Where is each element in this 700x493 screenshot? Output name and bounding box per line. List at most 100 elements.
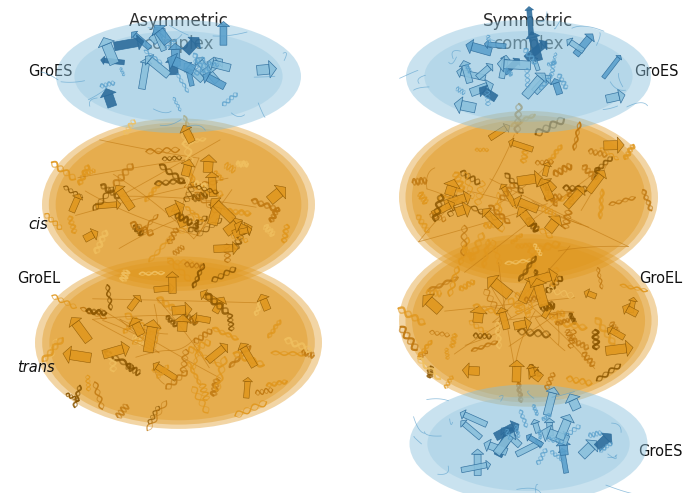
- Text: Asymmetric
complex: Asymmetric complex: [129, 12, 228, 53]
- Polygon shape: [256, 65, 270, 75]
- Polygon shape: [152, 29, 162, 35]
- Polygon shape: [460, 410, 466, 419]
- Polygon shape: [503, 427, 516, 436]
- Polygon shape: [536, 439, 542, 448]
- Polygon shape: [212, 300, 224, 314]
- Polygon shape: [207, 57, 214, 70]
- Polygon shape: [98, 37, 115, 48]
- Polygon shape: [474, 454, 481, 475]
- Polygon shape: [503, 124, 510, 132]
- Polygon shape: [606, 92, 620, 103]
- Polygon shape: [462, 65, 473, 84]
- Polygon shape: [482, 208, 491, 218]
- Polygon shape: [629, 301, 636, 313]
- Polygon shape: [232, 217, 242, 231]
- Polygon shape: [526, 32, 540, 39]
- Polygon shape: [625, 340, 633, 356]
- Polygon shape: [494, 423, 515, 441]
- Polygon shape: [177, 321, 188, 332]
- Polygon shape: [239, 227, 248, 235]
- Polygon shape: [550, 78, 561, 85]
- Polygon shape: [206, 74, 226, 90]
- Polygon shape: [247, 225, 252, 235]
- Polygon shape: [183, 129, 195, 143]
- Polygon shape: [622, 303, 630, 315]
- Polygon shape: [462, 422, 482, 440]
- Polygon shape: [144, 319, 161, 328]
- Polygon shape: [146, 55, 154, 65]
- Polygon shape: [528, 435, 544, 447]
- Polygon shape: [496, 308, 508, 314]
- Polygon shape: [63, 346, 71, 363]
- Polygon shape: [584, 34, 594, 42]
- Polygon shape: [209, 200, 225, 210]
- Polygon shape: [564, 189, 583, 210]
- Polygon shape: [113, 185, 125, 194]
- Polygon shape: [475, 65, 491, 80]
- Polygon shape: [584, 289, 589, 298]
- Polygon shape: [69, 350, 92, 363]
- Polygon shape: [587, 291, 597, 299]
- Polygon shape: [207, 206, 222, 226]
- Polygon shape: [497, 56, 504, 72]
- Ellipse shape: [42, 261, 315, 424]
- Polygon shape: [617, 137, 624, 153]
- Polygon shape: [543, 178, 552, 187]
- Polygon shape: [167, 53, 178, 69]
- Polygon shape: [525, 6, 533, 10]
- Polygon shape: [534, 284, 549, 308]
- Polygon shape: [466, 39, 474, 54]
- Polygon shape: [426, 297, 443, 315]
- Polygon shape: [513, 58, 520, 66]
- Polygon shape: [503, 429, 522, 448]
- Polygon shape: [563, 431, 568, 440]
- Polygon shape: [238, 223, 248, 234]
- Polygon shape: [543, 392, 556, 416]
- Polygon shape: [172, 306, 186, 315]
- Polygon shape: [561, 415, 574, 423]
- Polygon shape: [527, 10, 533, 35]
- Polygon shape: [528, 367, 539, 380]
- Polygon shape: [519, 210, 535, 227]
- Polygon shape: [188, 37, 200, 49]
- Polygon shape: [100, 89, 116, 98]
- Polygon shape: [553, 82, 563, 95]
- Polygon shape: [200, 155, 217, 162]
- Polygon shape: [139, 63, 150, 90]
- Polygon shape: [468, 366, 480, 376]
- Polygon shape: [140, 58, 152, 64]
- Polygon shape: [462, 363, 469, 378]
- Polygon shape: [102, 42, 119, 66]
- Polygon shape: [484, 211, 503, 229]
- Polygon shape: [568, 40, 585, 53]
- Polygon shape: [486, 64, 493, 71]
- Polygon shape: [528, 272, 552, 286]
- Ellipse shape: [410, 385, 648, 493]
- Polygon shape: [470, 42, 492, 56]
- Polygon shape: [594, 435, 610, 451]
- Polygon shape: [174, 200, 185, 215]
- Polygon shape: [174, 315, 191, 322]
- Polygon shape: [545, 304, 554, 310]
- Polygon shape: [484, 40, 489, 49]
- Polygon shape: [197, 60, 220, 84]
- Polygon shape: [545, 180, 557, 192]
- Polygon shape: [531, 420, 540, 424]
- Ellipse shape: [427, 396, 630, 491]
- Polygon shape: [461, 70, 486, 81]
- Polygon shape: [556, 419, 571, 441]
- Polygon shape: [83, 231, 95, 242]
- Polygon shape: [533, 423, 541, 433]
- Polygon shape: [469, 82, 489, 97]
- Polygon shape: [244, 222, 252, 236]
- Polygon shape: [169, 62, 178, 75]
- Polygon shape: [549, 268, 557, 284]
- Polygon shape: [102, 345, 125, 359]
- Polygon shape: [558, 448, 567, 453]
- Ellipse shape: [49, 265, 307, 420]
- Polygon shape: [541, 75, 551, 85]
- Polygon shape: [547, 423, 553, 436]
- Polygon shape: [220, 27, 227, 45]
- Polygon shape: [554, 433, 566, 442]
- Polygon shape: [500, 55, 510, 61]
